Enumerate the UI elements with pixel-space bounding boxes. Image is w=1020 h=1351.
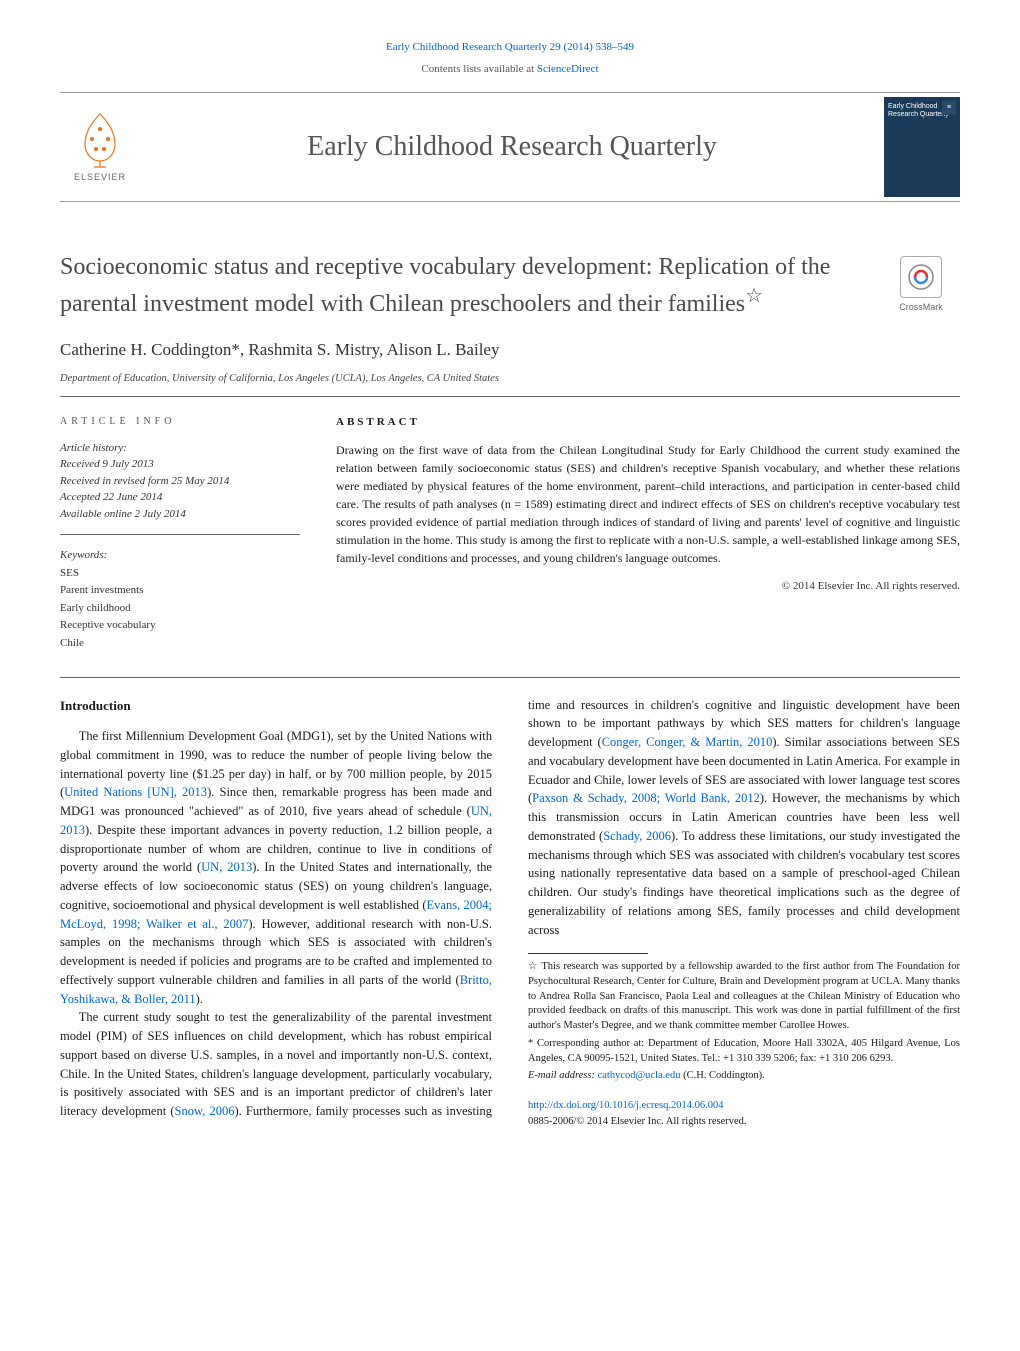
article-info-heading: article info: [60, 415, 300, 430]
affiliation: Department of Education, University of C…: [60, 371, 960, 386]
abstract-copyright: © 2014 Elsevier Inc. All rights reserved…: [336, 579, 960, 595]
keyword: SES: [60, 567, 79, 579]
title-block: Socioeconomic status and receptive vocab…: [60, 252, 960, 320]
article-info-column: article info Article history: Received 9…: [60, 415, 300, 653]
funding-footnote: ☆ This research was supported by a fello…: [528, 960, 960, 1033]
keyword: Receptive vocabulary: [60, 619, 156, 631]
info-abstract-row: article info Article history: Received 9…: [60, 415, 960, 653]
history-heading: Article history:: [60, 442, 127, 454]
body-text: on the mechanisms through which SES is a…: [60, 935, 492, 987]
body-text: The current study sought to test the gen…: [60, 1010, 492, 1118]
keyword: Parent investments: [60, 584, 143, 596]
crossmark-widget[interactable]: CrossMark: [882, 256, 960, 314]
citation-link[interactable]: Schady, 2006: [603, 829, 671, 843]
contents-text: Contents lists available at: [421, 63, 536, 75]
issn-copyright: 0885-2006/© 2014 Elsevier Inc. All right…: [528, 1116, 747, 1127]
elsevier-logo: ELSEVIER: [60, 102, 140, 192]
keywords-heading: Keywords:: [60, 547, 300, 565]
email-author-name: (C.H. Coddington).: [680, 1070, 764, 1081]
footnotes: ☆ This research was supported by a fello…: [528, 960, 960, 1084]
keyword: Chile: [60, 637, 84, 649]
article-title: Socioeconomic status and receptive vocab…: [60, 252, 960, 320]
corresponding-author-footnote: * Corresponding author at: Department of…: [528, 1037, 960, 1066]
divider: [60, 677, 960, 678]
contents-line: Contents lists available at ScienceDirec…: [60, 62, 960, 78]
citation-link[interactable]: United Nations [UN], 2013: [64, 785, 207, 799]
cover-glyph-icon: ≡: [942, 101, 956, 115]
body-two-column: Introduction The first Millennium Develo…: [60, 696, 960, 1130]
body-paragraph: The first Millennium Development Goal (M…: [60, 727, 492, 1008]
corresponding-email-link[interactable]: cathycod@ucla.edu: [598, 1070, 681, 1081]
running-head: Early Childhood Research Quarterly 29 (2…: [60, 40, 960, 56]
citation-link[interactable]: UN, 2013: [201, 860, 252, 874]
abstract-column: abstract Drawing on the first wave of da…: [336, 415, 960, 653]
revised-date: Received in revised form 25 May 2014: [60, 475, 229, 487]
crossmark-icon: [900, 256, 942, 298]
doi-link[interactable]: http://dx.doi.org/10.1016/j.ecresq.2014.…: [528, 1098, 960, 1114]
elsevier-tree-icon: [70, 109, 130, 169]
online-date: Available online 2 July 2014: [60, 508, 186, 520]
elsevier-logo-text: ELSEVIER: [74, 171, 126, 184]
abstract-heading: abstract: [336, 415, 960, 431]
doi-footer: http://dx.doi.org/10.1016/j.ecresq.2014.…: [528, 1098, 960, 1130]
article-history: Article history: Received 9 July 2013 Re…: [60, 440, 300, 536]
journal-cover-thumbnail: ≡ Early Childhood Research Quarterly: [884, 97, 960, 197]
journal-name: Early Childhood Research Quarterly: [140, 127, 884, 168]
keywords-block: Keywords: SES Parent investments Early c…: [60, 547, 300, 653]
sciencedirect-link[interactable]: ScienceDirect: [537, 63, 599, 75]
abstract-text: Drawing on the first wave of data from t…: [336, 441, 960, 567]
accepted-date: Accepted 22 June 2014: [60, 491, 162, 503]
masthead: ELSEVIER Early Childhood Research Quarte…: [60, 92, 960, 202]
title-note-marker: ☆: [745, 285, 763, 307]
body-text: ). To address these limitations, our stu…: [528, 829, 960, 937]
citation-link[interactable]: Paxson & Schady, 2008; World Bank, 2012: [532, 791, 760, 805]
received-date: Received 9 July 2013: [60, 458, 154, 470]
authors-line: Catherine H. Coddington*, Rashmita S. Mi…: [60, 338, 960, 363]
keyword: Early childhood: [60, 602, 131, 614]
email-footnote: E-mail address: cathycod@ucla.edu (C.H. …: [528, 1069, 960, 1084]
citation-link[interactable]: Conger, Conger, & Martin, 2010: [602, 735, 773, 749]
citation-link[interactable]: Snow, 2006: [175, 1104, 235, 1118]
footnote-separator: [528, 953, 648, 954]
title-text: Socioeconomic status and receptive vocab…: [60, 254, 830, 317]
divider: [60, 396, 960, 397]
intro-heading: Introduction: [60, 696, 492, 716]
crossmark-label: CrossMark: [899, 301, 943, 314]
cover-title-text: Early Childhood Research Quarterly: [888, 103, 949, 118]
body-text: ).: [196, 992, 203, 1006]
email-label: E-mail address:: [528, 1070, 598, 1081]
